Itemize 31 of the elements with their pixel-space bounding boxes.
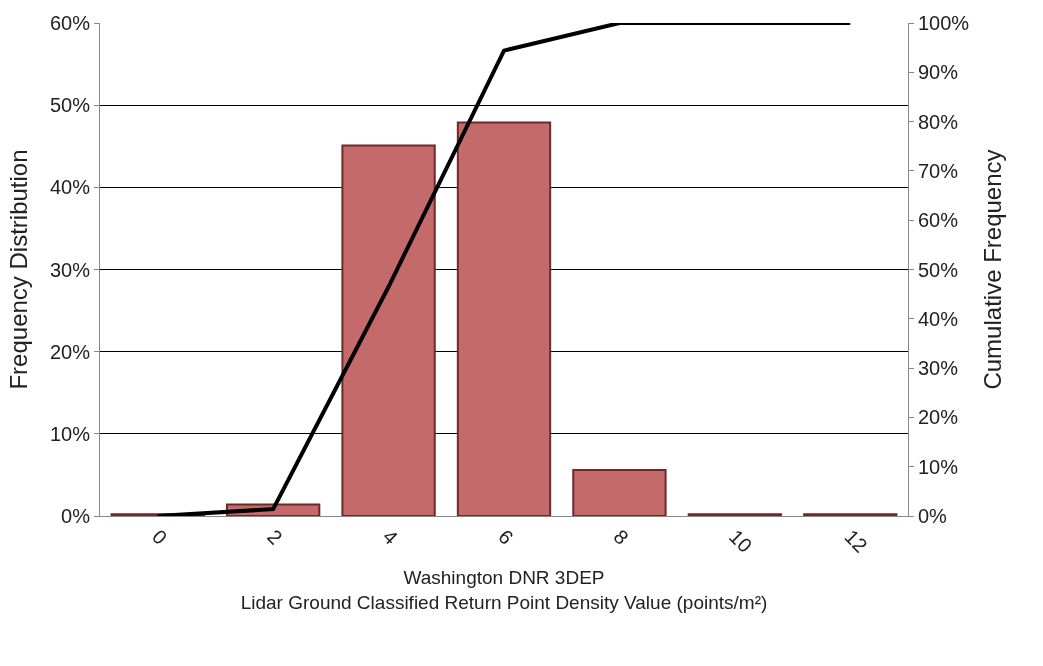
y2-axis-title: Cumulative Frequency	[978, 149, 1006, 390]
y-tick-label: 40%	[49, 176, 91, 199]
y2-tick-label: 30%	[918, 357, 959, 380]
y2-tick-label: 0%	[918, 505, 948, 527]
y2-tick-label: 60%	[918, 209, 959, 232]
y-tick-label: 10%	[49, 422, 91, 445]
y2-tick-label: 50%	[918, 258, 959, 281]
y-tick-label: 30%	[49, 258, 91, 281]
y2-tick-label: 70%	[918, 159, 959, 182]
y2-tick-label: 90%	[918, 61, 959, 84]
bar	[341, 144, 436, 516]
y2-tick-label: 100%	[918, 12, 970, 34]
y2-tick-label: 80%	[918, 110, 959, 133]
x-tick-label: 8	[609, 525, 633, 549]
x-tick-label: 4	[378, 525, 403, 549]
x-tick-label: 2	[263, 525, 287, 549]
x-axis-title: Washington DNR 3DEP Lidar Ground Classified Return Point Density Value (points/m²)	[240, 567, 768, 614]
y-tick-label: 50%	[49, 94, 91, 117]
y-axis-title: Frequency Distribution	[5, 149, 33, 390]
y2-tick-label: 20%	[918, 406, 959, 429]
y-tick-label: 0%	[61, 505, 91, 527]
y2-tick-label: 10%	[918, 455, 959, 478]
y-tick-label: 60%	[49, 12, 91, 34]
x-tick-label: 12	[840, 525, 872, 557]
y2-tick-label: 40%	[918, 307, 959, 330]
x-tick-label: 6	[494, 525, 518, 549]
x-tick-label: 10	[724, 525, 757, 557]
x-tick-label: 0	[147, 525, 172, 549]
bar	[572, 468, 667, 516]
bar	[456, 121, 552, 516]
y-tick-label: 20%	[49, 340, 91, 363]
